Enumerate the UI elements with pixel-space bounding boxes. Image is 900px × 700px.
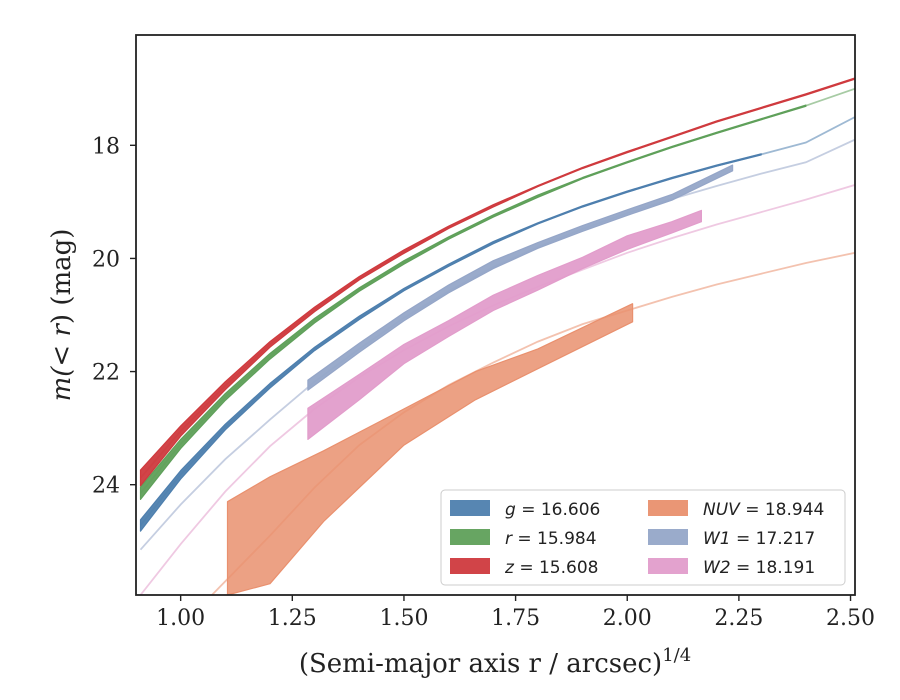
legend-box — [440, 489, 846, 586]
y-axis-title-variable: < r — [47, 323, 77, 367]
x-tick-label: 1.25 — [268, 606, 317, 631]
x-tick-label: 2.00 — [603, 606, 652, 631]
series-r-band — [139, 104, 807, 500]
y-tick-label: 20 — [92, 247, 120, 272]
series-z-band — [139, 77, 855, 487]
x-tick-label: 1.00 — [156, 606, 205, 631]
legend-label-w1: W1 = 17.217 — [703, 529, 815, 549]
x-tick-label: 2.25 — [714, 606, 763, 631]
legend-label-nuv: NUV = 18.944 — [703, 500, 824, 520]
x-tick-label: 2.50 — [826, 606, 875, 631]
legend-swatch-w2 — [648, 558, 688, 574]
legend-swatch-w1 — [648, 529, 688, 545]
series-g-band — [139, 153, 762, 532]
y-axis-title-prefix: m( — [47, 366, 77, 402]
y-axis-title: m(< r) (mag) — [47, 229, 77, 402]
legend-swatch-z — [450, 558, 490, 574]
y-axis-title-suffix: ) (mag) — [47, 229, 77, 325]
legend-label-g: g = 16.606 — [505, 500, 600, 520]
y-tick-label: 18 — [92, 134, 120, 159]
legend-label-r: r = 15.984 — [505, 529, 597, 549]
series-w2-band — [307, 209, 702, 440]
legend-label-z: z = 15.608 — [504, 558, 598, 578]
y-tick-label: 24 — [92, 474, 120, 499]
y-tick-label: 22 — [92, 361, 120, 386]
x-axis-title-exponent: 1/4 — [662, 645, 691, 666]
legend-label-w2: W2 = 18.191 — [703, 558, 815, 578]
legend-swatch-g — [450, 500, 490, 516]
plot-frame — [135, 34, 856, 596]
legend-swatch-r — [450, 529, 490, 545]
series-w1-band — [307, 164, 734, 391]
x-axis-title: (Semi-major axis r / arcsec)1/4 — [299, 645, 691, 679]
x-tick-label: 1.50 — [379, 606, 428, 631]
series-nuv-band — [226, 303, 634, 595]
x-tick-label: 1.75 — [491, 606, 540, 631]
x-axis-title-main: (Semi-major axis r / arcsec) — [299, 649, 662, 679]
legend-swatch-nuv — [648, 500, 688, 516]
